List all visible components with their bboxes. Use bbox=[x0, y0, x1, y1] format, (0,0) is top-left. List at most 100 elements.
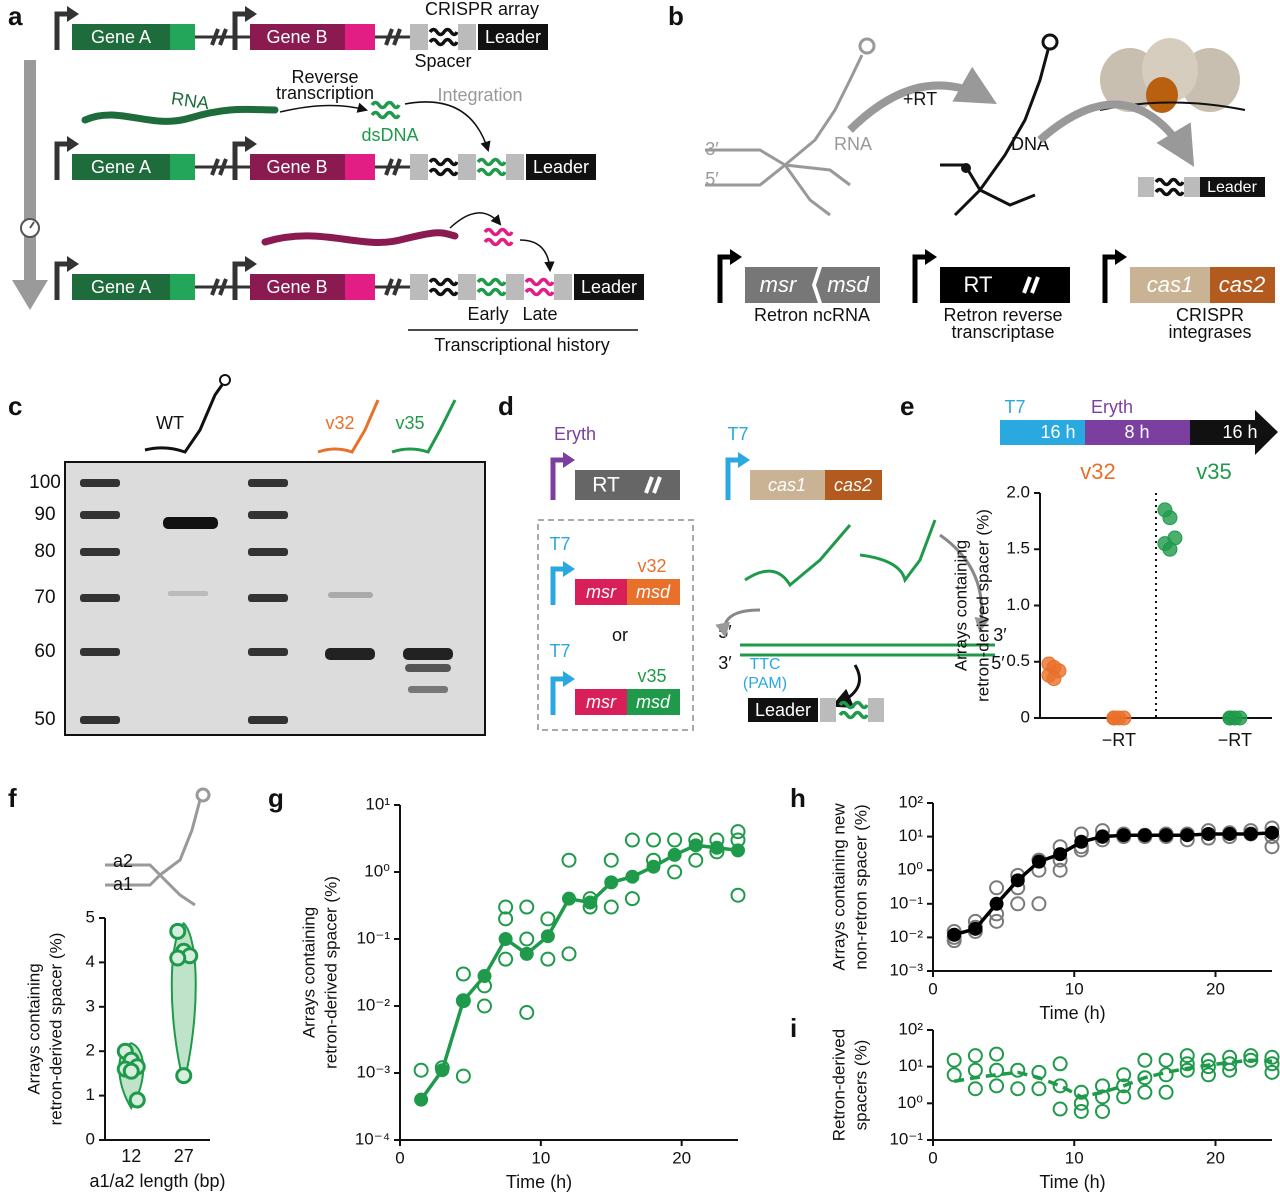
replicate-point bbox=[1010, 896, 1026, 912]
replicate-point bbox=[1137, 1084, 1153, 1100]
mean-point bbox=[562, 891, 576, 906]
mean-line bbox=[419, 843, 739, 1101]
gene-box bbox=[170, 154, 195, 180]
label: 10⁻¹ bbox=[356, 928, 390, 947]
leader bbox=[478, 24, 548, 50]
gene-box bbox=[1210, 267, 1275, 303]
label: Arrays containing new bbox=[829, 803, 848, 971]
label: 10⁻³ bbox=[356, 1062, 390, 1081]
promoter bbox=[550, 676, 565, 715]
panel-label: e bbox=[900, 391, 914, 421]
promoter-head bbox=[245, 136, 257, 152]
replicate-point bbox=[1200, 1067, 1216, 1083]
label: Gene A bbox=[91, 157, 151, 177]
promoter bbox=[54, 261, 69, 300]
label: 10⁻² bbox=[356, 995, 390, 1014]
replicate-point bbox=[455, 1068, 471, 1084]
arrow bbox=[831, 664, 861, 709]
label: cas2 bbox=[1219, 272, 1265, 297]
label: msr bbox=[760, 272, 798, 297]
label: 90 bbox=[34, 504, 55, 525]
timeline-segment bbox=[1085, 420, 1190, 445]
ladder-band bbox=[80, 511, 120, 519]
label: Eryth bbox=[554, 424, 596, 444]
label: spacers (%) bbox=[851, 1040, 870, 1131]
label: Gene B bbox=[266, 157, 327, 177]
mean-point bbox=[1053, 847, 1068, 862]
replicate-point bbox=[455, 993, 471, 1009]
label: msr bbox=[586, 692, 617, 712]
gene-box bbox=[72, 154, 170, 180]
label: a1 bbox=[113, 874, 133, 894]
repeat bbox=[458, 154, 476, 180]
panel-label: g bbox=[268, 783, 284, 813]
label: −RT bbox=[1102, 730, 1136, 750]
clock-hand bbox=[29, 221, 35, 229]
label: Gene B bbox=[266, 277, 327, 297]
label: msd bbox=[636, 582, 671, 602]
break bbox=[384, 28, 394, 46]
dashed-box bbox=[537, 519, 694, 731]
timeline-segment bbox=[1000, 420, 1085, 445]
mean-point bbox=[667, 847, 682, 862]
replicate-point bbox=[519, 899, 535, 915]
replicate-point bbox=[1095, 1103, 1110, 1119]
label: Arrays containing bbox=[299, 907, 318, 1038]
label: 3′ bbox=[705, 139, 719, 159]
ladder-band bbox=[80, 479, 120, 487]
gel-band bbox=[403, 648, 453, 660]
label: +RT bbox=[903, 89, 937, 109]
point bbox=[122, 1062, 140, 1080]
replicate-point bbox=[540, 951, 556, 967]
replicate-point bbox=[730, 887, 746, 903]
mean-point bbox=[731, 843, 745, 858]
mean-point bbox=[1074, 834, 1089, 849]
label: 1.0 bbox=[1006, 595, 1030, 614]
ladder-band bbox=[248, 716, 288, 724]
replicate-point bbox=[603, 852, 619, 868]
label: 0 bbox=[1021, 707, 1030, 726]
label: Gene A bbox=[91, 27, 151, 47]
label: Late bbox=[522, 304, 557, 324]
label: 1.5 bbox=[1006, 539, 1030, 558]
ladder-band bbox=[80, 648, 120, 656]
replicate-point bbox=[519, 931, 535, 947]
replicate-point bbox=[1073, 1103, 1089, 1119]
gene-box bbox=[170, 24, 195, 50]
replicate-point bbox=[1010, 1062, 1026, 1078]
promoter-head bbox=[563, 671, 575, 687]
hairpin bbox=[391, 399, 457, 454]
label: 10⁻¹ bbox=[889, 1129, 923, 1148]
spacer bbox=[524, 277, 555, 297]
label: Gene B bbox=[266, 27, 327, 47]
label: Time (h) bbox=[1039, 1172, 1105, 1192]
mean-point bbox=[604, 875, 619, 890]
replicate-point bbox=[667, 864, 683, 880]
label: 70 bbox=[34, 587, 55, 608]
repeat bbox=[458, 24, 476, 50]
replicate-point bbox=[989, 913, 1005, 929]
label: non-retron spacer (%) bbox=[851, 804, 870, 969]
replicate-point bbox=[1031, 896, 1047, 912]
time-arrow-head bbox=[12, 280, 48, 310]
promoter bbox=[550, 566, 565, 605]
arrow bbox=[715, 608, 761, 638]
label: 5 bbox=[86, 907, 95, 926]
label: 20 bbox=[672, 1148, 691, 1167]
label: Gene A bbox=[91, 277, 151, 297]
arrow bbox=[939, 533, 990, 633]
replicate-point bbox=[946, 1067, 962, 1083]
replicate-point bbox=[434, 1060, 450, 1076]
break bbox=[652, 476, 662, 494]
point bbox=[1222, 710, 1238, 726]
replicate-point bbox=[582, 899, 598, 915]
hairpin bbox=[859, 519, 937, 584]
gene-box bbox=[250, 24, 345, 50]
replicate-point bbox=[603, 899, 619, 915]
replicate-point bbox=[1264, 1056, 1280, 1072]
mean-point bbox=[1222, 826, 1237, 841]
label: 10 bbox=[531, 1148, 550, 1167]
replicate-point bbox=[540, 911, 556, 927]
gene-box bbox=[250, 274, 345, 300]
